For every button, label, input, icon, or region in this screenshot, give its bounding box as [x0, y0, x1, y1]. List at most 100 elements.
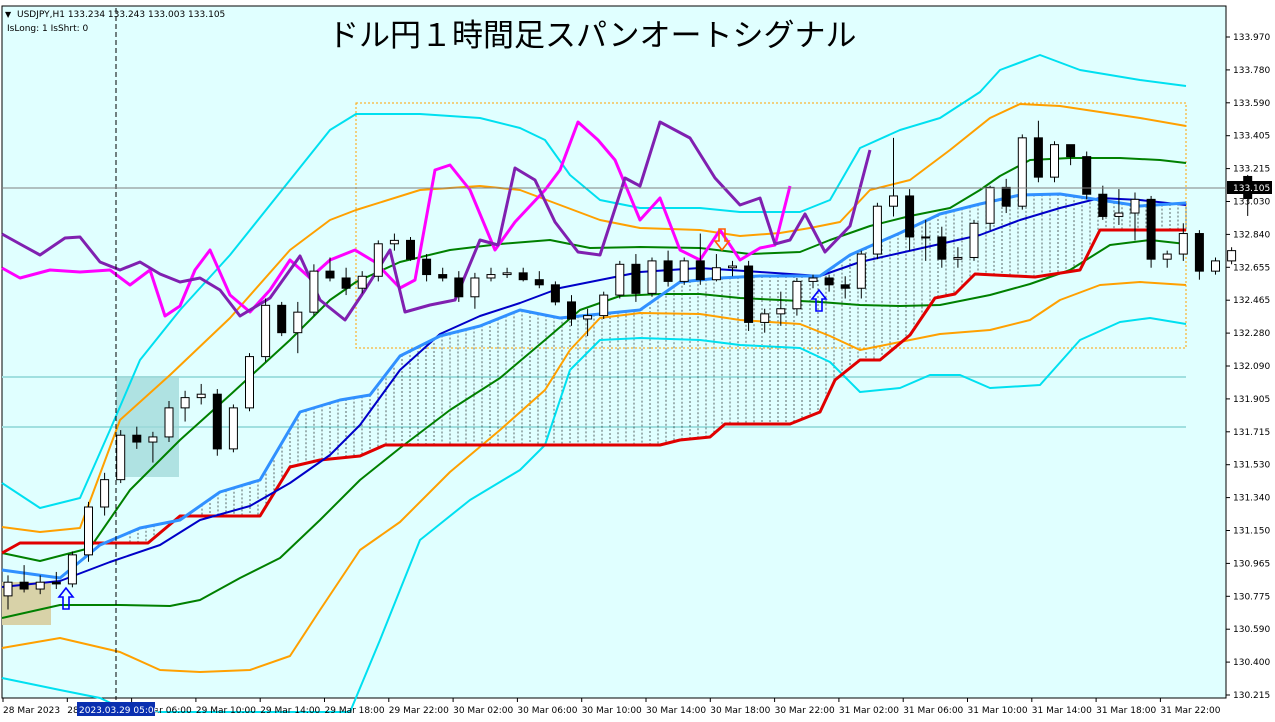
x-tick-label: 29 Mar 10:00: [196, 706, 256, 716]
candle-body: [389, 239, 399, 245]
candle-body: [502, 272, 512, 276]
candle-body: [422, 258, 432, 276]
x-tick-label: 30 Mar 10:00: [582, 706, 642, 716]
trailing-stop: [1, 228, 1186, 555]
candle-body: [293, 311, 303, 334]
candles: [3, 120, 1253, 610]
sell-signal-arrow: [713, 228, 731, 252]
candle-body: [1050, 144, 1059, 178]
y-tick-label: 132.090: [1233, 362, 1270, 372]
y-tick-label: 130.590: [1233, 625, 1270, 635]
candle-body: [470, 277, 480, 298]
candle-body: [583, 315, 593, 320]
y-tick-label: 132.840: [1233, 230, 1270, 240]
x-tick-label: 31 Mar 14:00: [1032, 706, 1092, 716]
x-tick-label: 29 Mar 18:00: [325, 706, 385, 716]
current-price-label: 133.105: [1233, 184, 1270, 194]
candle-body: [1227, 250, 1237, 262]
candle-body: [277, 304, 287, 334]
candle-body: [792, 280, 802, 310]
x-tick-label: 31 Mar 10:00: [968, 706, 1028, 716]
y-tick-label: 132.655: [1233, 263, 1270, 273]
y-tick-label: 130.215: [1233, 691, 1270, 701]
candle-body: [245, 356, 254, 409]
candle-body: [1178, 233, 1188, 255]
x-tick-label: 30 Mar 18:00: [710, 706, 770, 716]
candle-body: [776, 308, 786, 315]
candle-body: [921, 236, 931, 239]
y-axis: 133.970 133.780 133.590 133.405 133.215 133.0…: [1225, 6, 1270, 701]
candle-body: [1146, 198, 1156, 260]
crosshair-time-marker: 2023.03.29 05:00: [77, 702, 160, 716]
oscillator-line-b: [1, 120, 872, 322]
candle-body: [728, 265, 737, 269]
candle-body: [1098, 193, 1108, 217]
candle-body: [550, 284, 560, 303]
candle-body: [969, 222, 979, 258]
candle-body: [744, 265, 754, 323]
candle-body: [51, 581, 61, 585]
x-tick-label: 28 Mar 2023: [3, 706, 60, 716]
y-tick-label: 133.030: [1233, 198, 1270, 208]
candle-body: [3, 581, 13, 597]
candle-body: [856, 253, 866, 289]
candle-body: [1114, 212, 1124, 217]
y-tick-label: 131.715: [1233, 428, 1270, 438]
candle-body: [1130, 198, 1140, 214]
candle-body: [1066, 144, 1076, 158]
y-tick-label: 133.590: [1233, 99, 1270, 109]
oscillator-line-a: [1, 120, 792, 318]
y-tick-label: 133.780: [1233, 66, 1270, 76]
candle-body: [228, 407, 238, 450]
buy-signal-arrow: [810, 288, 828, 312]
candle-body: [615, 263, 625, 296]
candle-body: [357, 275, 367, 289]
candle-body: [889, 195, 898, 207]
x-tick-label: 30 Mar 14:00: [646, 706, 706, 716]
candle-body: [534, 279, 544, 286]
candle-body: [261, 304, 271, 358]
x-tick-label: 29 Mar 14:00: [260, 706, 320, 716]
symbol-line: USDJPY,H1 133.234 133.243 133.003 133.10…: [17, 10, 225, 20]
candle-body: [1082, 156, 1092, 195]
y-tick-label: 131.150: [1233, 527, 1270, 537]
range-box-orange: [355, 102, 1187, 349]
header-menu-icon[interactable]: ▼: [5, 10, 12, 19]
candle-body: [84, 506, 93, 556]
y-tick-label: 133.215: [1233, 165, 1270, 175]
y-tick-label: 130.965: [1233, 559, 1270, 569]
y-tick-label: 133.970: [1233, 33, 1270, 43]
candle-body: [35, 581, 45, 590]
candle-body: [937, 236, 947, 260]
candle-body: [438, 274, 448, 279]
candle-body: [760, 313, 770, 323]
candle-body: [67, 554, 77, 585]
status-line: IsLong: 1 IsShrt: 0: [7, 24, 88, 34]
candle-body: [212, 393, 222, 450]
candle-body: [647, 260, 657, 294]
candle-body: [1194, 233, 1204, 272]
candle-body: [953, 256, 963, 260]
y-tick-label: 131.340: [1233, 494, 1270, 504]
signal-arrows: [57, 228, 828, 610]
candle-body: [1017, 137, 1027, 207]
candle-body: [486, 274, 496, 279]
x-tick-label: 31 Mar 22:00: [1160, 706, 1220, 716]
x-tick-label: 30 Mar 22:00: [775, 706, 835, 716]
candle-body: [824, 277, 834, 286]
bollinger-mid-upper: [1, 103, 1187, 533]
chart-background: [1, 5, 1227, 699]
candle-body: [148, 436, 158, 443]
sma-line: [1, 197, 1187, 588]
current-price-marker: 133.105: [2, 181, 1272, 194]
candle-body: [985, 186, 995, 224]
candle-body: [599, 294, 609, 317]
candle-body: [100, 479, 110, 508]
candle-body: [454, 277, 464, 298]
candle-body: [1033, 137, 1043, 178]
x-tick-label: 30 Mar 02:00: [453, 706, 513, 716]
header-info: ▼ USDJPY,H1 133.234 133.243 133.003 133.…: [5, 10, 225, 34]
y-tick-label: 131.905: [1233, 395, 1270, 405]
